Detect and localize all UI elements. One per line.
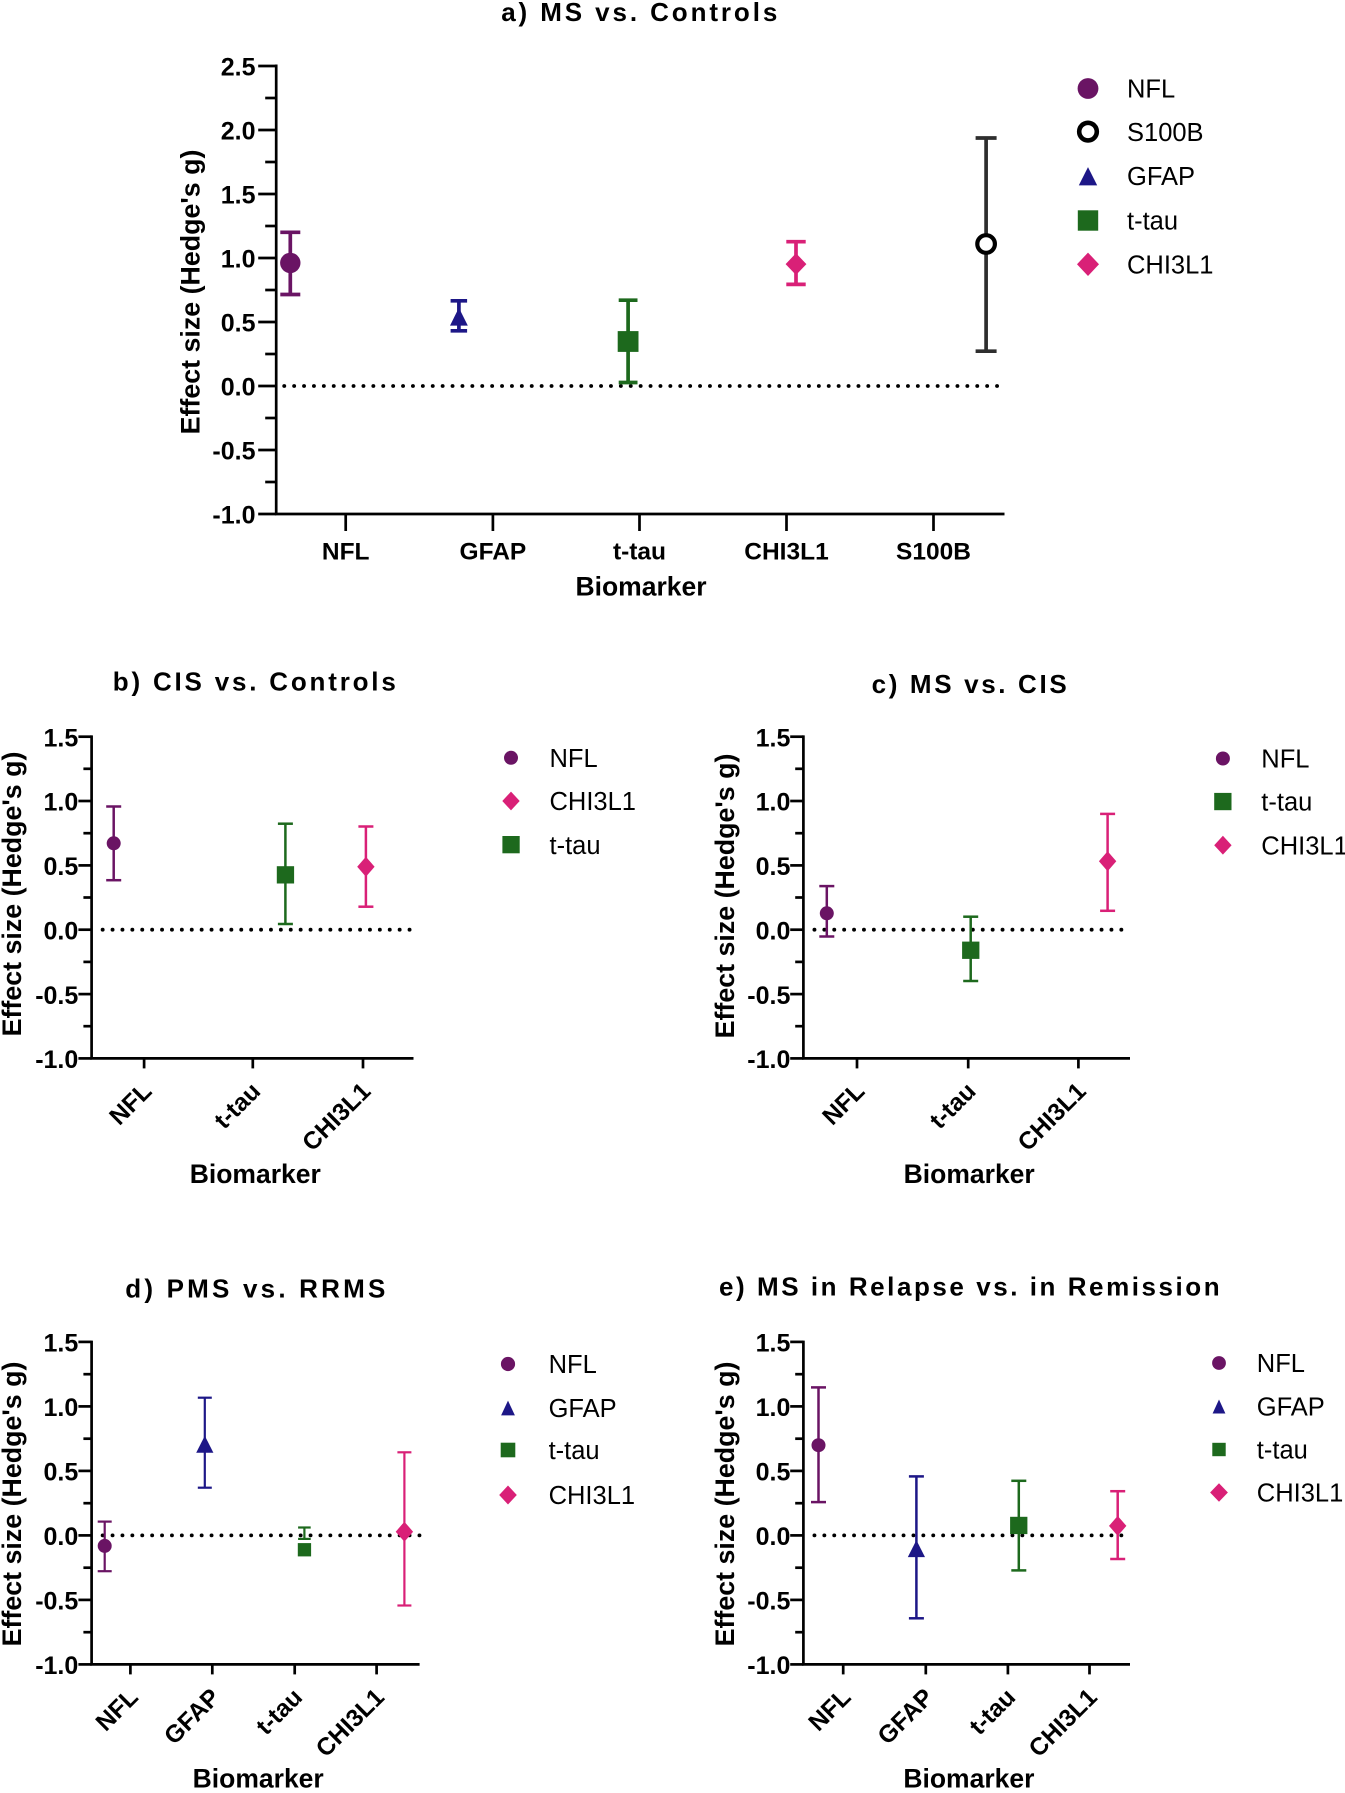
- svg-text:t-tau: t-tau: [1261, 789, 1312, 817]
- svg-text:c) MS vs. CIS: c) MS vs. CIS: [872, 669, 1070, 699]
- svg-text:-0.5: -0.5: [747, 1588, 790, 1616]
- svg-text:Biomarker: Biomarker: [575, 571, 706, 601]
- svg-text:t-tau: t-tau: [1257, 1437, 1308, 1465]
- svg-text:t-tau: t-tau: [550, 832, 601, 860]
- svg-text:Effect size (Hedge's g): Effect size (Hedge's g): [710, 754, 740, 1039]
- svg-text:1.0: 1.0: [44, 1394, 79, 1422]
- svg-text:2.5: 2.5: [221, 54, 256, 82]
- svg-text:CHI3L1: CHI3L1: [1127, 252, 1213, 280]
- svg-text:0.0: 0.0: [221, 374, 256, 402]
- svg-text:Effect size (Hedge's g): Effect size (Hedge's g): [0, 1362, 27, 1647]
- svg-text:-0.5: -0.5: [35, 1588, 78, 1616]
- svg-text:-1.0: -1.0: [747, 1046, 790, 1074]
- svg-text:1.5: 1.5: [756, 724, 791, 752]
- svg-text:1.5: 1.5: [44, 1330, 79, 1358]
- svg-text:NFL: NFL: [1261, 746, 1309, 774]
- svg-text:CHI3L1: CHI3L1: [1257, 1480, 1343, 1508]
- svg-text:b) CIS vs. Controls: b) CIS vs. Controls: [113, 667, 399, 697]
- svg-text:GFAP: GFAP: [1257, 1394, 1325, 1422]
- svg-text:S100B: S100B: [1127, 119, 1204, 147]
- svg-text:CHI3L1: CHI3L1: [1261, 832, 1345, 860]
- svg-text:0.5: 0.5: [44, 853, 79, 881]
- svg-text:e) MS in Relapse vs. in Remiss: e) MS in Relapse vs. in Remission: [719, 1272, 1222, 1302]
- svg-text:Biomarker: Biomarker: [903, 1764, 1034, 1793]
- svg-text:CHI3L1: CHI3L1: [744, 539, 828, 566]
- svg-text:1.5: 1.5: [44, 724, 79, 752]
- svg-text:-0.5: -0.5: [747, 982, 790, 1010]
- svg-text:GFAP: GFAP: [460, 539, 527, 566]
- svg-text:d) PMS vs. RRMS: d) PMS vs. RRMS: [125, 1274, 388, 1304]
- svg-text:0.0: 0.0: [44, 1523, 79, 1551]
- svg-text:0.5: 0.5: [44, 1459, 79, 1487]
- svg-text:0.0: 0.0: [756, 917, 791, 945]
- svg-text:NFL: NFL: [549, 1351, 597, 1379]
- svg-text:NFL: NFL: [322, 539, 370, 566]
- svg-text:Biomarker: Biomarker: [193, 1764, 324, 1793]
- svg-text:CHI3L1: CHI3L1: [550, 788, 636, 816]
- svg-text:CHI3L1: CHI3L1: [549, 1482, 635, 1510]
- svg-text:1.0: 1.0: [44, 789, 79, 817]
- svg-text:a) MS vs. Controls: a) MS vs. Controls: [501, 0, 780, 27]
- svg-text:t-tau: t-tau: [549, 1437, 600, 1465]
- svg-text:0.5: 0.5: [221, 310, 256, 338]
- svg-text:-0.5: -0.5: [35, 982, 78, 1010]
- svg-text:Biomarker: Biomarker: [904, 1159, 1035, 1189]
- svg-text:-0.5: -0.5: [212, 438, 255, 466]
- svg-text:NFL: NFL: [1127, 76, 1175, 104]
- svg-text:t-tau: t-tau: [1127, 208, 1178, 236]
- svg-text:NFL: NFL: [1257, 1350, 1305, 1378]
- svg-text:-1.0: -1.0: [35, 1652, 78, 1680]
- svg-text:1.5: 1.5: [221, 182, 256, 210]
- svg-text:2.0: 2.0: [221, 118, 256, 146]
- svg-text:Biomarker: Biomarker: [190, 1159, 321, 1189]
- svg-text:1.0: 1.0: [756, 1394, 791, 1422]
- svg-text:0.5: 0.5: [756, 853, 791, 881]
- svg-text:-1.0: -1.0: [35, 1046, 78, 1074]
- svg-text:-1.0: -1.0: [212, 502, 255, 530]
- svg-text:Effect size (Hedge's g): Effect size (Hedge's g): [176, 150, 206, 435]
- svg-text:Effect size (Hedge's g): Effect size (Hedge's g): [710, 1362, 740, 1647]
- svg-text:-1.0: -1.0: [747, 1652, 790, 1680]
- svg-text:t-tau: t-tau: [613, 539, 666, 566]
- svg-text:S100B: S100B: [896, 539, 971, 566]
- svg-text:0.5: 0.5: [756, 1459, 791, 1487]
- svg-text:0.0: 0.0: [44, 917, 79, 945]
- svg-text:Effect size (Hedge's g): Effect size (Hedge's g): [0, 752, 27, 1037]
- svg-text:1.0: 1.0: [221, 246, 256, 274]
- svg-text:1.0: 1.0: [756, 789, 791, 817]
- svg-text:1.5: 1.5: [756, 1330, 791, 1358]
- svg-text:GFAP: GFAP: [549, 1395, 617, 1423]
- svg-text:NFL: NFL: [550, 745, 598, 773]
- svg-text:GFAP: GFAP: [1127, 163, 1195, 191]
- svg-text:0.0: 0.0: [756, 1523, 791, 1551]
